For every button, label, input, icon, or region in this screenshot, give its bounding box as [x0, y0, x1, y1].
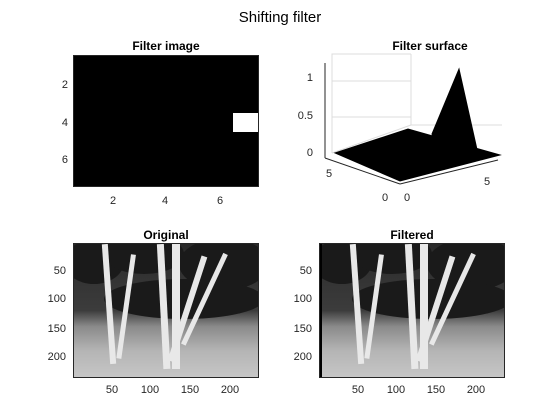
original-xtick: 50 — [105, 384, 119, 396]
filter-surface-ztick: 0 — [306, 147, 313, 159]
filter-surface-left-tick: 5 — [325, 168, 333, 180]
filter-image-xtick: 2 — [109, 195, 117, 207]
filter-image-axes[interactable] — [73, 55, 259, 187]
filtered-title: Filtered — [390, 228, 434, 242]
filter-image-ytick: 2 — [61, 79, 68, 91]
original-title: Original — [143, 228, 189, 242]
filter-image-xtick: 6 — [216, 195, 224, 207]
filter-surface-left-tick: 0 — [381, 192, 389, 204]
original-xtick: 150 — [180, 384, 200, 396]
filtered-ytick: 50 — [299, 265, 312, 277]
filter-image-ytick: 4 — [61, 117, 68, 129]
filtered-xtick: 50 — [351, 384, 365, 396]
filtered-xtick: 200 — [466, 384, 486, 396]
filtered-ytick: 100 — [293, 293, 312, 305]
filter-surface-right-tick: 0 — [403, 192, 411, 204]
original-ytick: 150 — [47, 323, 66, 335]
filter-image-xtick: 4 — [161, 195, 169, 207]
filtered-ytick: 200 — [293, 351, 312, 363]
filter-image-title: Filter image — [132, 39, 200, 53]
filtered-ytick: 150 — [293, 323, 312, 335]
filtered-xtick: 100 — [386, 384, 406, 396]
filter-surface-title: Filter surface — [392, 39, 468, 53]
original-image[interactable] — [73, 243, 259, 378]
filter-surface-right-tick: 5 — [483, 176, 491, 188]
original-ytick: 50 — [53, 265, 66, 277]
filtered-image[interactable] — [319, 243, 505, 378]
filter-image-ytick: 6 — [61, 154, 68, 166]
filter-surface-mesh — [333, 128, 502, 182]
original-xtick: 200 — [220, 384, 240, 396]
filter-surface-peak — [431, 67, 479, 163]
filter-surface-ztick: 1 — [306, 72, 313, 84]
original-ytick: 200 — [47, 351, 66, 363]
original-xtick: 100 — [140, 384, 160, 396]
filtered-xtick: 150 — [426, 384, 446, 396]
original-ytick: 100 — [47, 293, 66, 305]
original-scene — [74, 244, 258, 370]
figure-title: Shifting filter — [238, 9, 322, 26]
filtered-scene — [320, 244, 504, 377]
filter-image-bright-pixel — [233, 113, 258, 132]
filter-surface-ztick: 0.5 — [297, 110, 313, 122]
